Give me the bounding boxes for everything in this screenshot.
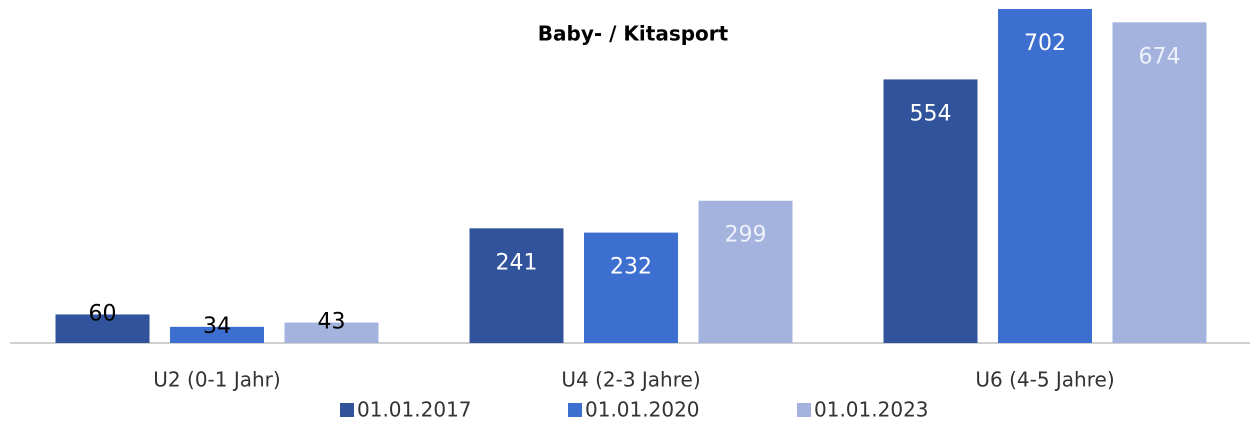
data-label: 43 [318,310,346,335]
data-label: 232 [610,255,652,280]
bar [55,314,150,343]
data-label: 674 [1139,44,1181,69]
legend-swatch [797,403,811,417]
legend-label: 01.01.2023 [814,398,929,422]
chart-title: Baby- / Kitasport [538,22,729,46]
x-tick-label: U2 (0-1 Jahr) [153,368,280,392]
bar [998,9,1092,343]
data-label: 241 [496,250,538,275]
legend-label: 01.01.2020 [585,398,700,422]
bar [698,200,793,343]
data-label: 702 [1024,31,1066,56]
bar [883,79,978,343]
x-tick-label: U6 (4-5 Jahre) [975,368,1114,392]
bar [170,326,264,343]
bar [469,228,564,343]
bar [1112,22,1207,344]
data-label: 554 [910,101,952,126]
data-label: 60 [89,301,117,326]
legend-label: 01.01.2017 [357,398,472,422]
data-label: 299 [725,223,767,248]
legend-swatch [568,403,582,417]
x-tick-label: U4 (2-3 Jahre) [561,368,700,392]
data-label: 34 [203,314,231,339]
bar [584,232,678,343]
bar [284,322,379,343]
legend-swatch [340,403,354,417]
